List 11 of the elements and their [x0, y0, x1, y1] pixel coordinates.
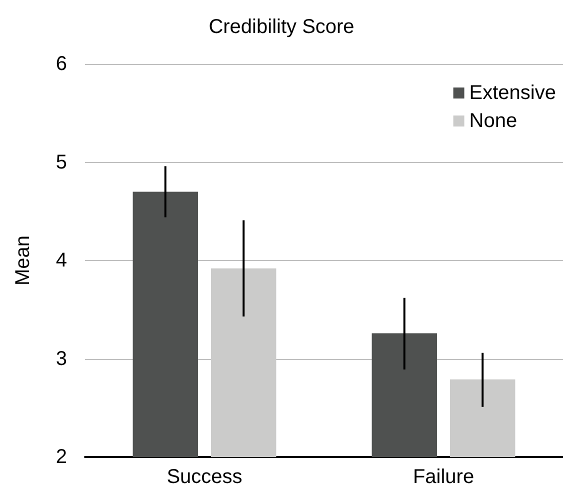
y-tick-label: 5 — [56, 151, 67, 174]
y-axis-title: Mean — [12, 235, 34, 286]
y-tick-label: 3 — [56, 348, 67, 370]
y-tick-label: 6 — [56, 53, 67, 75]
legend-label: None — [469, 110, 518, 132]
legend-label: Extensive — [469, 82, 556, 104]
y-tick-label: 4 — [56, 250, 67, 272]
y-tick-label: 2 — [56, 446, 67, 468]
x-tick-label: Failure — [412, 466, 474, 488]
x-tick-label: Success — [166, 466, 242, 488]
chart-title: Credibility Score — [208, 16, 354, 38]
